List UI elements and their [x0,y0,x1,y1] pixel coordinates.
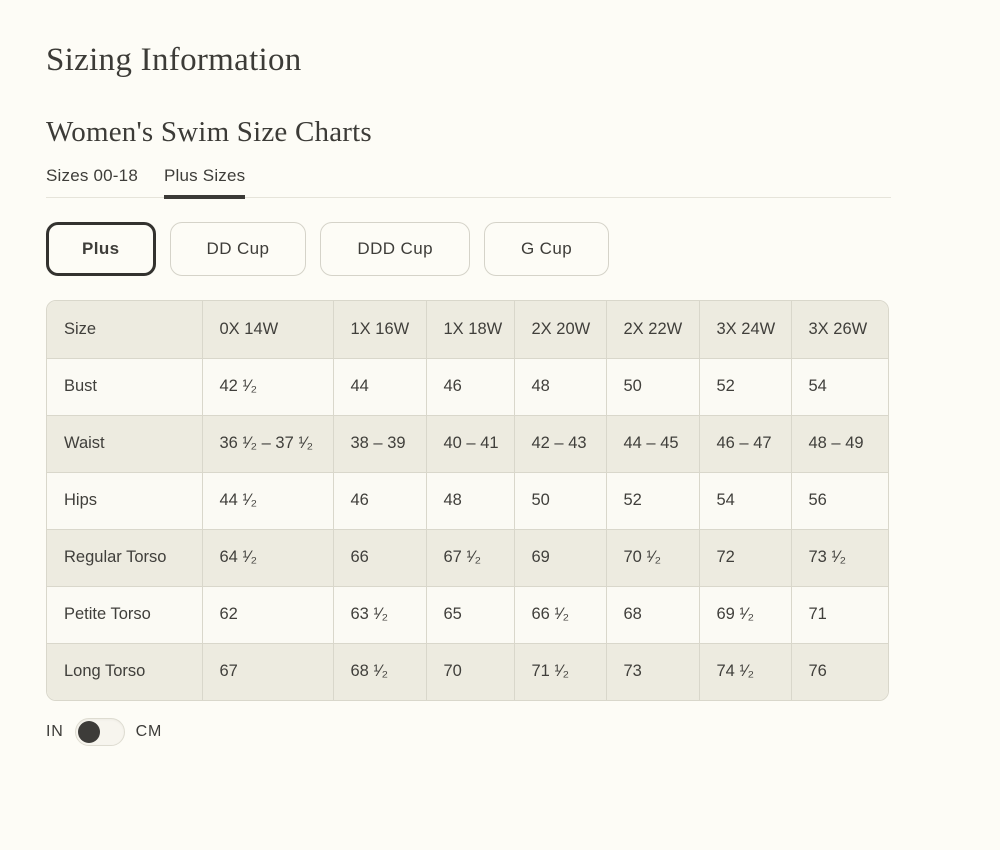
page-container: Sizing Information Women's Swim Size Cha… [46,42,935,746]
column-header: 0X 14W [202,301,334,358]
cell-value: 46 – 47 [699,415,792,472]
cell-value: 36 ¹⁄₂ – 37 ¹⁄₂ [202,415,334,472]
cell-value: 56 [808,491,827,509]
cell-value: 42 – 43 [514,415,607,472]
column-header: 3X 24W [699,301,792,358]
cell-value: 44 [333,358,427,415]
filter-dd-cup-button[interactable]: DD Cup [169,222,307,276]
column-header: 1X 18W [426,301,515,358]
column-header: 3X 26W [808,319,868,338]
table-row: Petite Torso 62 63 ¹⁄₂ 65 66 ¹⁄₂ 68 69 ¹⁄₂ 71 [47,586,888,643]
cell-value: 46 [333,472,427,529]
row-label: Bust [47,358,203,415]
toggle-knob-icon [77,721,100,743]
row-label-header: Size [47,301,203,358]
page-title: Sizing Information [46,42,302,78]
cell-value: 66 ¹⁄₂ [514,586,607,643]
cell-value: 76 [808,662,827,681]
size-chart-card: Size 0X 14W 1X 16W 1X 18W 2X 20W 2X 22W 3X 24W… [46,300,889,701]
cell-value: 50 [606,358,700,415]
table-row: Long Torso 67 68 ¹⁄₂ 70 71 ¹⁄₂ 73 74 ¹⁄₂ 76 [47,643,888,700]
column-header: 2X 20W [514,301,607,358]
cell-value: 67 ¹⁄₂ [426,529,515,586]
cell-value: 48 [514,358,607,415]
row-label: Hips [47,472,203,529]
cell-value: 71 [808,605,827,623]
cell-value: 68 ¹⁄₂ [333,643,427,700]
cell-value: 44 ¹⁄₂ [202,472,334,529]
cell-value: 67 [202,643,334,700]
cell-value: 50 [514,472,607,529]
cell-value: 74 ¹⁄₂ [699,643,792,700]
tab-sizes-00-18[interactable]: Sizes 00-18 [46,166,138,185]
cell-value: 62 [202,586,334,643]
row-label: Petite Torso [47,586,203,643]
cell-value: 73 ¹⁄₂ [808,548,847,566]
cell-value: 38 – 39 [333,415,427,472]
table-row: Regular Torso 64 ¹⁄₂ 66 67 ¹⁄₂ 69 70 ¹⁄₂ 72 73 … [47,529,888,586]
cell-value: 69 ¹⁄₂ [699,586,792,643]
row-label: Long Torso [47,643,203,700]
cell-value: 73 [606,643,700,700]
cell-value: 66 [333,529,427,586]
cell-value: 68 [606,586,700,643]
tab-plus-sizes[interactable]: Plus Sizes [163,166,246,199]
cell-value: 48 [426,472,515,529]
cell-value: 40 – 41 [426,415,515,472]
row-label: Regular Torso [47,529,203,586]
unit-toggle[interactable] [74,718,125,746]
cell-value: 71 ¹⁄₂ [514,643,607,700]
size-chart-table: Size 0X 14W 1X 16W 1X 18W 2X 20W 2X 22W 3X 24W… [47,301,888,700]
cell-value: 46 [426,358,515,415]
cell-value: 52 [699,358,792,415]
filter-g-cup-button[interactable]: G Cup [483,222,610,276]
row-label: Waist [47,415,203,472]
cell-value: 54 [808,377,827,395]
cup-filter-group: Plus DD Cup DDD Cup G Cup [46,222,935,276]
cell-value: 72 [699,529,792,586]
cell-value: 70 ¹⁄₂ [606,529,700,586]
cell-value: 44 – 45 [606,415,700,472]
column-header: 1X 16W [333,301,427,358]
cell-value: 69 [514,529,607,586]
filter-ddd-cup-button[interactable]: DDD Cup [320,222,470,276]
section-title: Women's Swim Size Charts [46,116,372,148]
table-row: Waist 36 ¹⁄₂ – 37 ¹⁄₂ 38 – 39 40 – 41 42 – 4… [47,415,888,472]
column-header: 2X 22W [606,301,700,358]
cell-value: 42 ¹⁄₂ [202,358,334,415]
table-row: Bust 42 ¹⁄₂ 44 46 48 50 52 54 [47,358,888,415]
cell-value: 65 [426,586,515,643]
unit-label-in: IN [46,723,64,740]
cell-value: 70 [426,643,515,700]
cell-value: 64 ¹⁄₂ [202,529,334,586]
filter-plus-button[interactable]: Plus [46,222,156,276]
size-chart-tabs: Sizes 00-18 Plus Sizes [46,166,891,199]
table-header-row: Size 0X 14W 1X 16W 1X 18W 2X 20W 2X 22W 3X 24W… [47,301,888,358]
unit-label-cm: CM [135,723,163,740]
table-row: Hips 44 ¹⁄₂ 46 48 50 52 54 56 [47,472,888,529]
cell-value: 54 [699,472,792,529]
unit-toggle-row: IN CM [46,718,935,746]
cell-value: 48 – 49 [808,434,864,452]
cell-value: 63 ¹⁄₂ [333,586,427,643]
cell-value: 52 [606,472,700,529]
